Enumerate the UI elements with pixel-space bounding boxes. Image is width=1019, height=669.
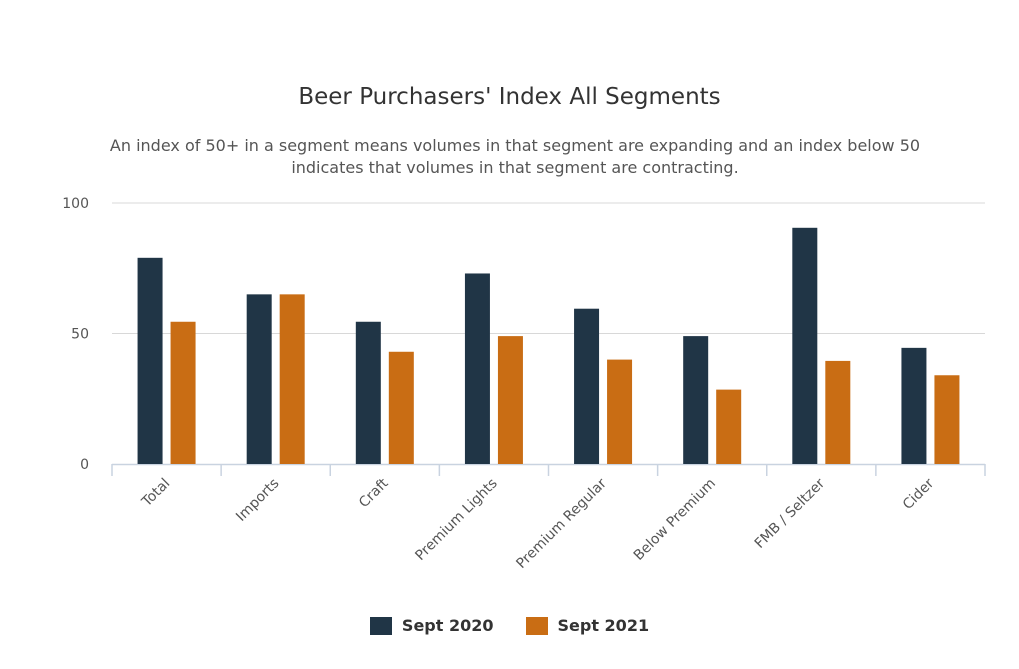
bar — [716, 389, 742, 464]
legend-item-series-1[interactable]: Sept 2020 — [369, 616, 494, 635]
x-tick-label: Imports — [233, 476, 282, 525]
y-tick-label: 50 — [71, 327, 89, 343]
bar — [901, 347, 927, 464]
bar — [574, 308, 600, 464]
legend-swatch-series-2 — [525, 616, 548, 635]
bar — [934, 375, 960, 464]
bar — [246, 294, 272, 464]
bar — [355, 321, 381, 464]
bar — [607, 359, 633, 464]
x-tick-label: Total — [138, 476, 173, 511]
x-tick-label: Cider — [900, 475, 938, 513]
legend-swatch-series-1 — [369, 616, 392, 635]
bar — [825, 360, 851, 464]
y-tick-label: 100 — [62, 196, 89, 212]
chart-subtitle: An index of 50+ in a segment means volum… — [109, 136, 921, 177]
x-tick-label: Below Premium — [631, 476, 719, 564]
x-tick-label: Premium Regular — [513, 475, 610, 572]
bar — [683, 336, 709, 464]
bar — [279, 294, 305, 464]
bar — [464, 273, 490, 464]
bar — [388, 351, 414, 464]
chart-legend: Sept 2020 Sept 2021 — [0, 616, 1019, 635]
legend-item-series-2[interactable]: Sept 2021 — [525, 616, 650, 635]
y-tick-label: 0 — [80, 457, 89, 473]
bar — [497, 336, 523, 464]
x-tick-label: Premium Lights — [412, 476, 500, 564]
legend-label-series-2: Sept 2021 — [557, 616, 650, 635]
bar — [170, 321, 196, 464]
bar — [137, 257, 163, 464]
bar — [792, 227, 818, 464]
chart-title: Beer Purchasers' Index All Segments — [298, 84, 721, 110]
legend-label-series-1: Sept 2020 — [401, 616, 494, 635]
x-tick-label: Craft — [356, 475, 392, 511]
x-tick-label: FMB / Seltzer — [752, 475, 829, 552]
